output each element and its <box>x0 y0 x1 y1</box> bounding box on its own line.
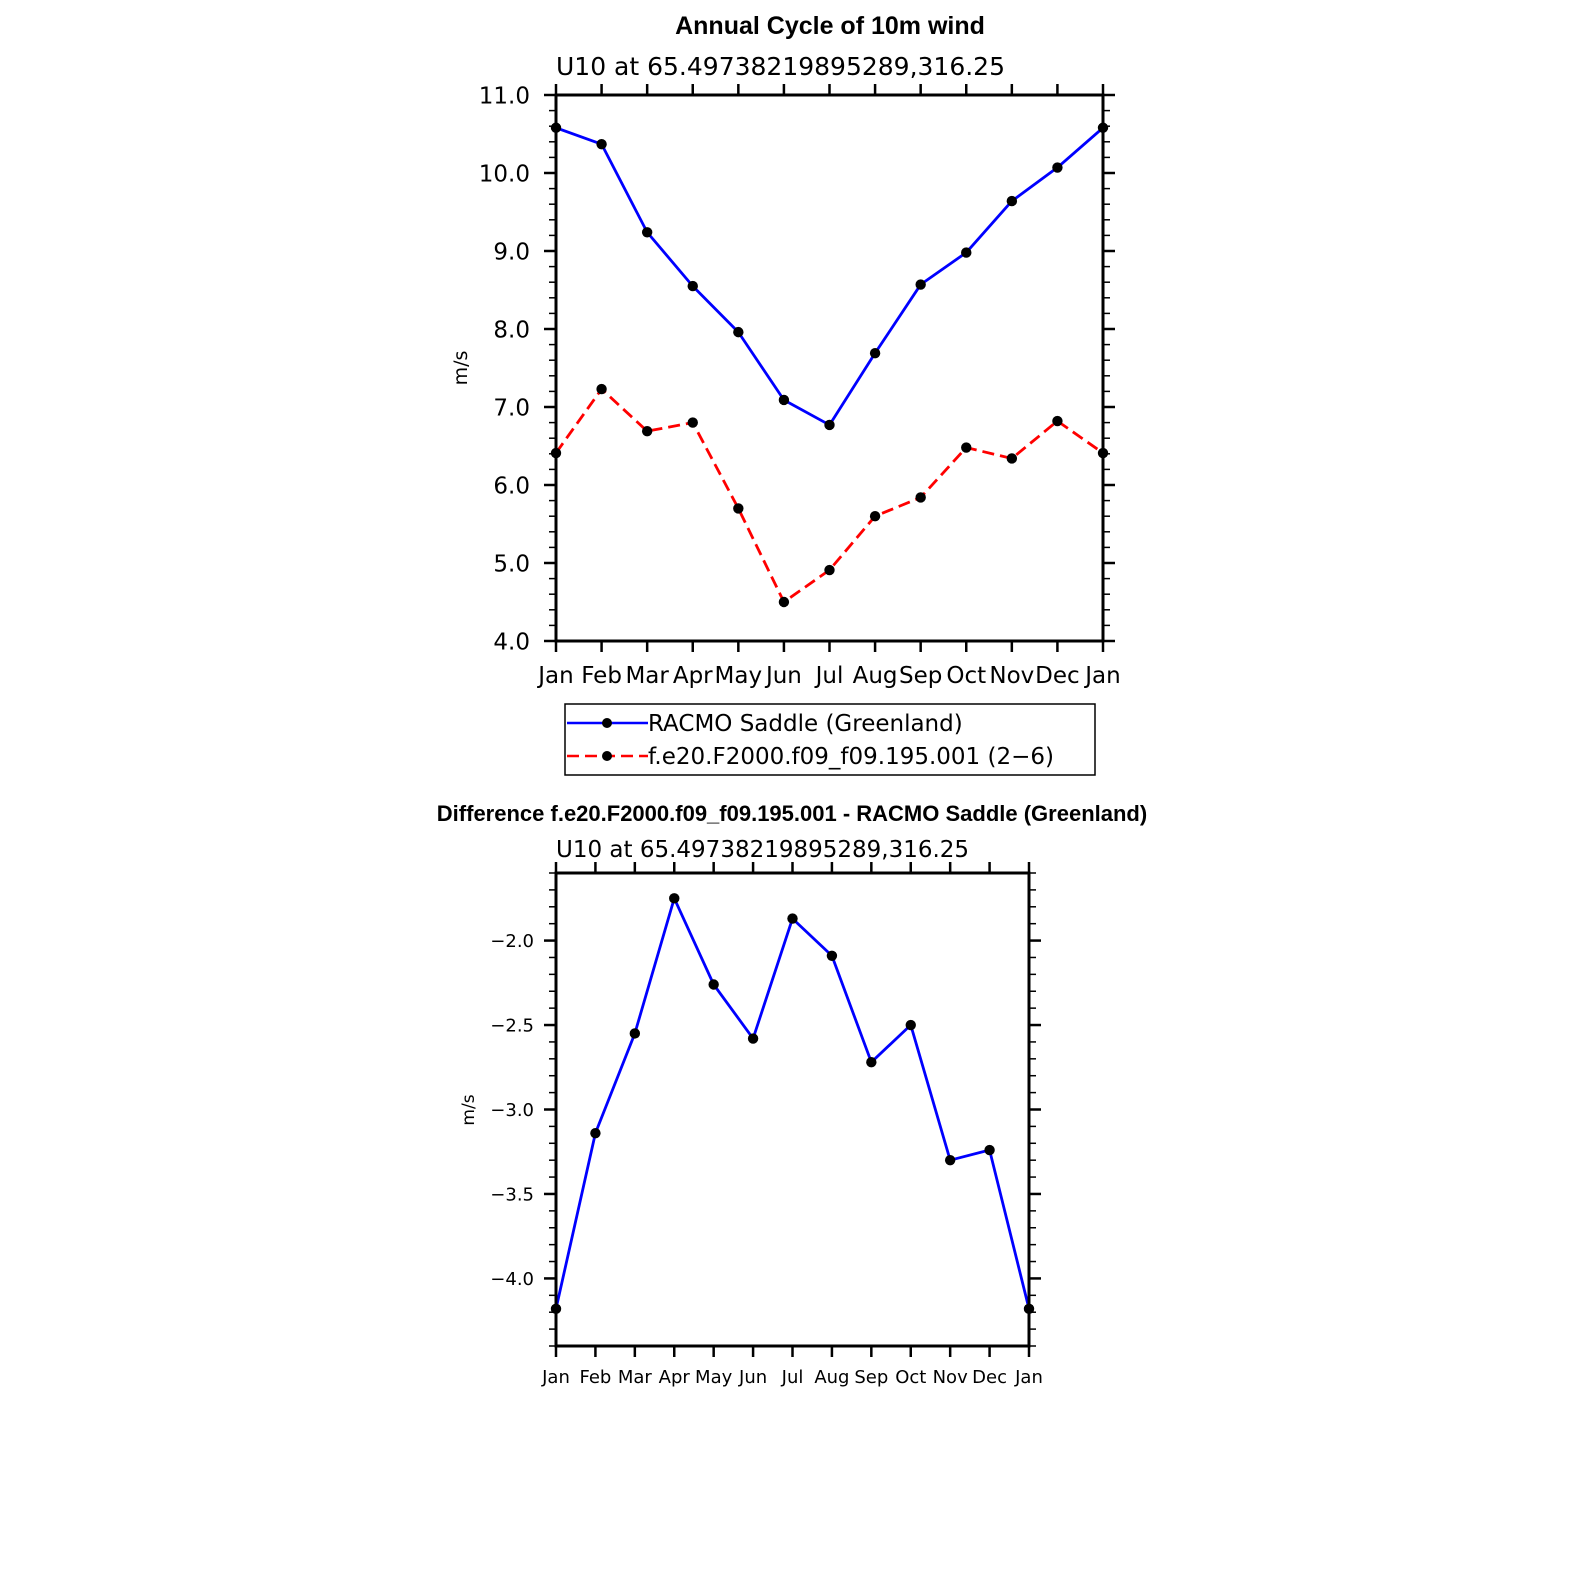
chart1-plot-frame <box>554 93 1105 643</box>
data-point <box>915 492 926 503</box>
legend-label-racmo: RACMO Saddle (Greenland) <box>648 711 963 737</box>
chart2-title: Difference f.e20.F2000.f09_f09.195.001 -… <box>437 801 1147 826</box>
data-point <box>824 419 835 431</box>
difference-chart: Difference f.e20.F2000.f09_f09.195.001 -… <box>437 801 1147 1388</box>
data-point <box>708 979 719 990</box>
x-tick-label: Nov <box>933 1367 968 1388</box>
chart1-legend: RACMO Saddle (Greenland) f.e20.F2000.f09… <box>564 703 1096 776</box>
data-point <box>733 503 744 514</box>
data-point <box>1052 415 1063 427</box>
y-tick-label: −2.5 <box>490 1016 534 1037</box>
x-tick-label: Apr <box>673 663 713 689</box>
chart2-y-tick-labels: −4.0 −3.5 −3.0 −2.5 −2.0 <box>490 931 534 1290</box>
data-point <box>1052 162 1063 173</box>
x-tick-label: Feb <box>581 663 622 689</box>
legend-marker-model <box>602 751 612 761</box>
data-point <box>869 511 881 522</box>
data-point <box>866 1057 877 1068</box>
annual-cycle-chart: Annual Cycle of 10m wind U10 at 65.49738… <box>450 12 1121 776</box>
data-point <box>590 1127 601 1139</box>
legend-box <box>564 703 1096 776</box>
y-tick-label: 7.0 <box>493 395 530 421</box>
chart1-y-tick-labels: 4.0 5.0 6.0 7.0 8.0 9.0 10.0 11.0 <box>479 83 530 655</box>
chart1-title: Annual Cycle of 10m wind <box>675 12 985 40</box>
data-point <box>733 326 744 338</box>
y-tick-label: −4.0 <box>490 1269 534 1290</box>
data-point <box>984 1144 995 1156</box>
chart2-subtitle: U10 at 65.49738219895289,316.25 <box>556 837 969 863</box>
data-point <box>641 227 653 238</box>
chart1-ticks <box>544 84 1115 652</box>
x-tick-label: Apr <box>659 1367 691 1388</box>
x-tick-label: Jan <box>1083 663 1120 689</box>
data-point <box>824 564 835 576</box>
data-point <box>961 442 972 453</box>
legend-marker-racmo <box>602 718 612 728</box>
data-point <box>944 1154 956 1166</box>
x-tick-label: Feb <box>579 1367 611 1388</box>
x-tick-label: Jan <box>1014 1367 1043 1388</box>
chart2-y-axis-label: m/s <box>459 1094 479 1125</box>
data-point <box>869 347 881 359</box>
y-tick-label: 11.0 <box>479 83 530 109</box>
y-tick-label: 9.0 <box>493 239 530 265</box>
x-tick-label: Jun <box>738 1367 767 1388</box>
x-tick-label: May <box>695 1367 733 1388</box>
y-tick-label: 5.0 <box>493 551 530 577</box>
data-point <box>687 280 698 292</box>
x-tick-label: Jan <box>541 1367 570 1388</box>
chart2-x-tick-labels: Jan Feb Mar Apr May Jun Jul Aug Sep Oct Nov Dec Jan <box>541 1367 1043 1388</box>
x-tick-label: Mar <box>625 663 669 689</box>
data-point <box>687 417 698 428</box>
chart2-series <box>550 893 1035 1315</box>
data-point <box>1006 453 1018 464</box>
x-tick-label: Mar <box>618 1367 653 1388</box>
data-point <box>1006 195 1018 207</box>
x-tick-label: Jun <box>764 663 802 689</box>
x-tick-label: Dec <box>972 1367 1007 1388</box>
y-tick-label: 6.0 <box>493 473 530 499</box>
y-tick-label: 10.0 <box>479 161 530 187</box>
data-point <box>778 596 790 608</box>
y-tick-label: −3.5 <box>490 1184 534 1205</box>
data-point <box>641 425 653 437</box>
legend-label-model: f.e20.F2000.f09_f09.195.001 (2−6) <box>648 744 1054 770</box>
data-point <box>826 950 838 961</box>
chart1-series <box>550 122 1109 608</box>
chart1-subtitle: U10 at 65.49738219895289,316.25 <box>556 52 1005 81</box>
data-point <box>787 913 798 924</box>
x-tick-label: Jul <box>781 1367 804 1388</box>
y-tick-label: −3.0 <box>490 1100 534 1121</box>
x-tick-label: Jul <box>814 663 844 689</box>
chart1-x-tick-labels: Jan Feb Mar Apr May Jun Jul Aug Sep Oct Nov Dec Jan <box>536 663 1120 689</box>
series-line <box>554 896 1031 1310</box>
y-tick-label: 8.0 <box>493 317 530 343</box>
x-tick-label: Sep <box>899 663 942 689</box>
y-tick-label: −2.0 <box>490 931 534 952</box>
data-point <box>629 1028 641 1039</box>
x-tick-label: Oct <box>946 663 986 689</box>
x-tick-label: Aug <box>853 663 898 689</box>
data-point <box>669 893 680 904</box>
x-tick-label: Sep <box>854 1367 888 1388</box>
chart2-ticks <box>544 862 1041 1357</box>
x-tick-label: Jan <box>536 663 573 689</box>
series-line <box>555 126 1104 427</box>
data-point <box>961 247 972 258</box>
data-point <box>596 138 607 150</box>
x-tick-label: Aug <box>814 1367 849 1388</box>
data-point <box>747 1033 759 1044</box>
chart2-plot-frame <box>554 871 1031 1348</box>
data-point <box>915 279 926 290</box>
x-tick-label: May <box>715 663 763 689</box>
data-point <box>905 1019 916 1031</box>
x-tick-label: Oct <box>895 1367 926 1388</box>
data-point <box>778 394 790 406</box>
x-tick-label: Dec <box>1035 663 1080 689</box>
data-point <box>596 383 607 395</box>
chart1-y-axis-label: m/s <box>450 351 472 386</box>
y-tick-label: 4.0 <box>493 629 530 655</box>
x-tick-label: Nov <box>989 663 1034 689</box>
